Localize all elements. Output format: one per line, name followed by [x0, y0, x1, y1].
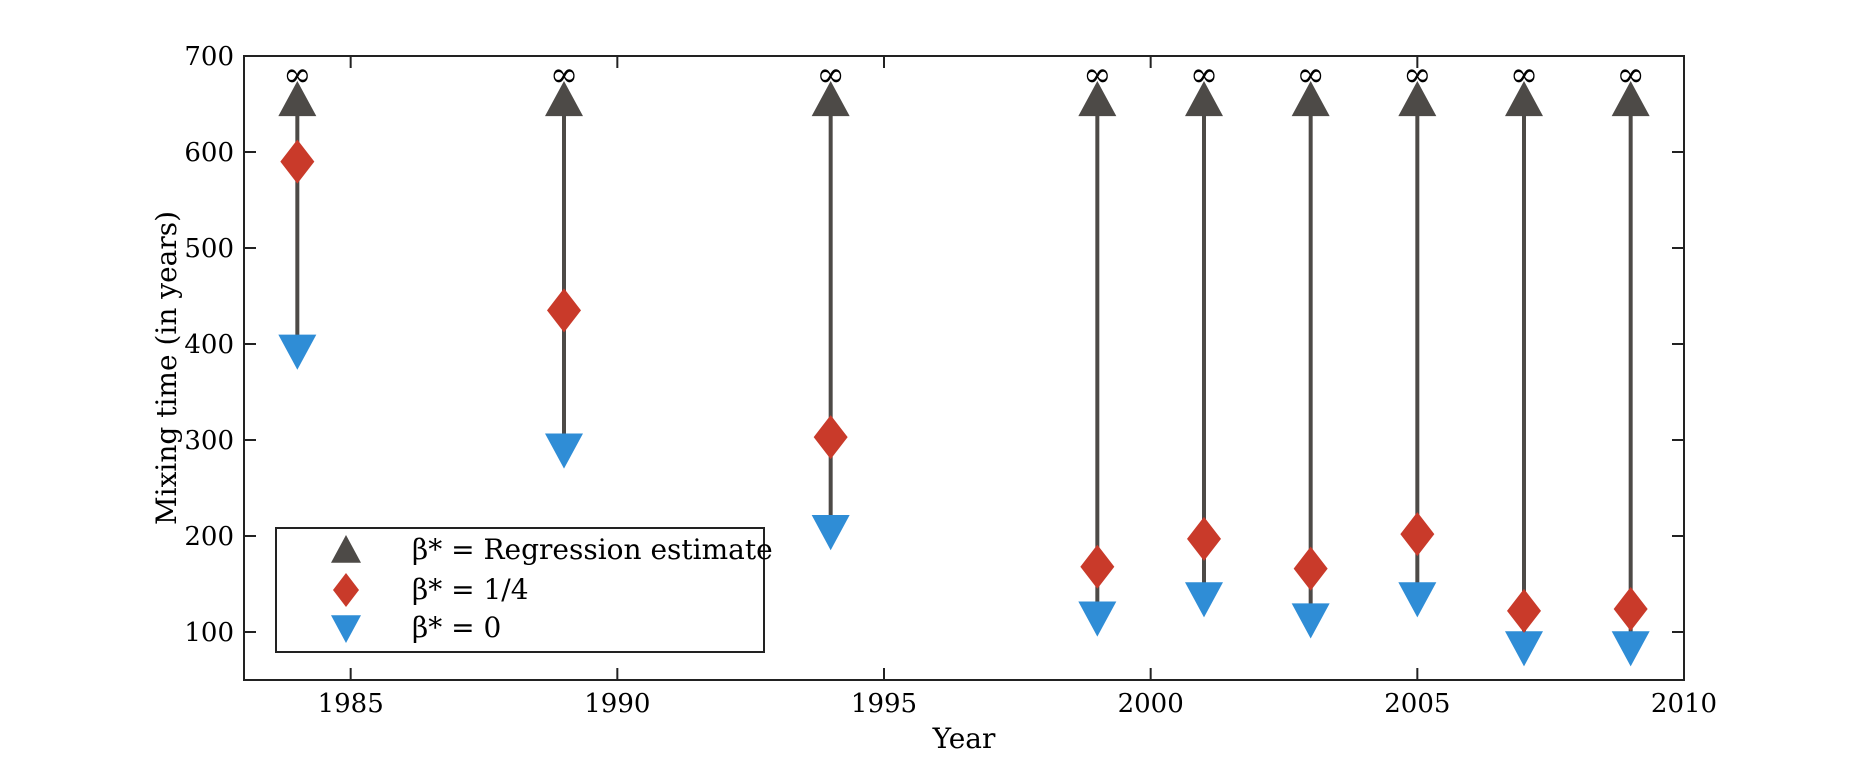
- y-tick-label: 200: [184, 522, 234, 552]
- legend-marker: [333, 573, 359, 607]
- beta-quarter-marker: [1293, 546, 1328, 591]
- y-tick-label: 700: [184, 42, 234, 72]
- infinity-label: ∞: [283, 55, 311, 95]
- x-tick-label: 2000: [1118, 689, 1184, 719]
- legend: β* = Regression estimate β* = 1/4 β* = 0: [275, 527, 773, 653]
- beta-zero-marker: [278, 334, 317, 370]
- infinity-label: ∞: [1297, 55, 1325, 95]
- beta-zero-marker: [1185, 582, 1223, 618]
- beta-quarter-marker: [1080, 544, 1115, 589]
- legend-label: β* = 0: [412, 611, 501, 644]
- beta-quarter-marker: [813, 415, 848, 460]
- legend-label: β* = Regression estimate: [412, 533, 773, 566]
- infinity-label: ∞: [817, 55, 845, 95]
- regression-estimate-marker: [278, 81, 317, 117]
- y-tick-label: 600: [184, 138, 234, 168]
- y-axis-ticks: 100 200 300 400 500 600 700: [184, 42, 1684, 648]
- beta-zero-marker: [1611, 631, 1650, 667]
- beta-zero-marker: [1505, 631, 1543, 667]
- x-axis-ticks: 1985 1990 1995 2000 2005 2010: [318, 56, 1717, 719]
- beta-quarter-marker: [1187, 516, 1221, 561]
- y-tick-label: 400: [184, 330, 234, 360]
- infinity-labels: ∞ ∞ ∞ ∞ ∞ ∞ ∞ ∞ ∞: [283, 55, 1645, 95]
- infinity-label: ∞: [1083, 55, 1111, 95]
- x-tick-label: 2005: [1384, 689, 1450, 719]
- infinity-label: ∞: [1617, 55, 1645, 95]
- y-tick-label: 500: [184, 234, 234, 264]
- y-axis-label: Mixing time (in years): [150, 211, 183, 525]
- infinity-label: ∞: [550, 55, 578, 95]
- beta-quarter-marker: [1400, 512, 1435, 557]
- legend-label: β* = 1/4: [412, 573, 529, 606]
- y-tick-label: 300: [184, 426, 234, 456]
- regression-estimate-marker: [811, 81, 850, 117]
- beta-quarter-marker: [547, 288, 581, 333]
- infinity-label: ∞: [1190, 55, 1218, 95]
- beta-quarter-marker: [1613, 586, 1648, 631]
- x-tick-label: 1985: [318, 689, 384, 719]
- beta-zero-marker: [811, 515, 850, 551]
- x-axis-label: Year: [932, 722, 996, 755]
- regression-estimate-marker: [1291, 81, 1330, 117]
- y-tick-label: 100: [184, 618, 234, 648]
- beta-zero-marker: [1078, 601, 1117, 637]
- plot-frame: [243, 55, 1685, 681]
- data-markers: [278, 81, 1650, 667]
- infinity-label: ∞: [1510, 55, 1538, 95]
- x-tick-label: 1990: [584, 689, 650, 719]
- beta-zero-marker: [545, 433, 583, 469]
- x-tick-label: 2010: [1651, 689, 1717, 719]
- regression-estimate-marker: [1398, 81, 1437, 117]
- beta-zero-marker: [1291, 603, 1330, 639]
- regression-estimate-marker: [1078, 81, 1117, 117]
- beta-quarter-marker: [1507, 588, 1541, 633]
- legend-marker: [331, 535, 361, 563]
- regression-estimate-marker: [545, 81, 583, 117]
- regression-estimate-marker: [1505, 81, 1543, 117]
- connector-lines: [295, 100, 1633, 648]
- regression-estimate-marker: [1611, 81, 1650, 117]
- beta-zero-marker: [1398, 582, 1437, 618]
- legend-marker: [331, 615, 361, 643]
- x-tick-label: 1995: [851, 689, 917, 719]
- beta-quarter-marker: [280, 139, 315, 184]
- regression-estimate-marker: [1185, 81, 1223, 117]
